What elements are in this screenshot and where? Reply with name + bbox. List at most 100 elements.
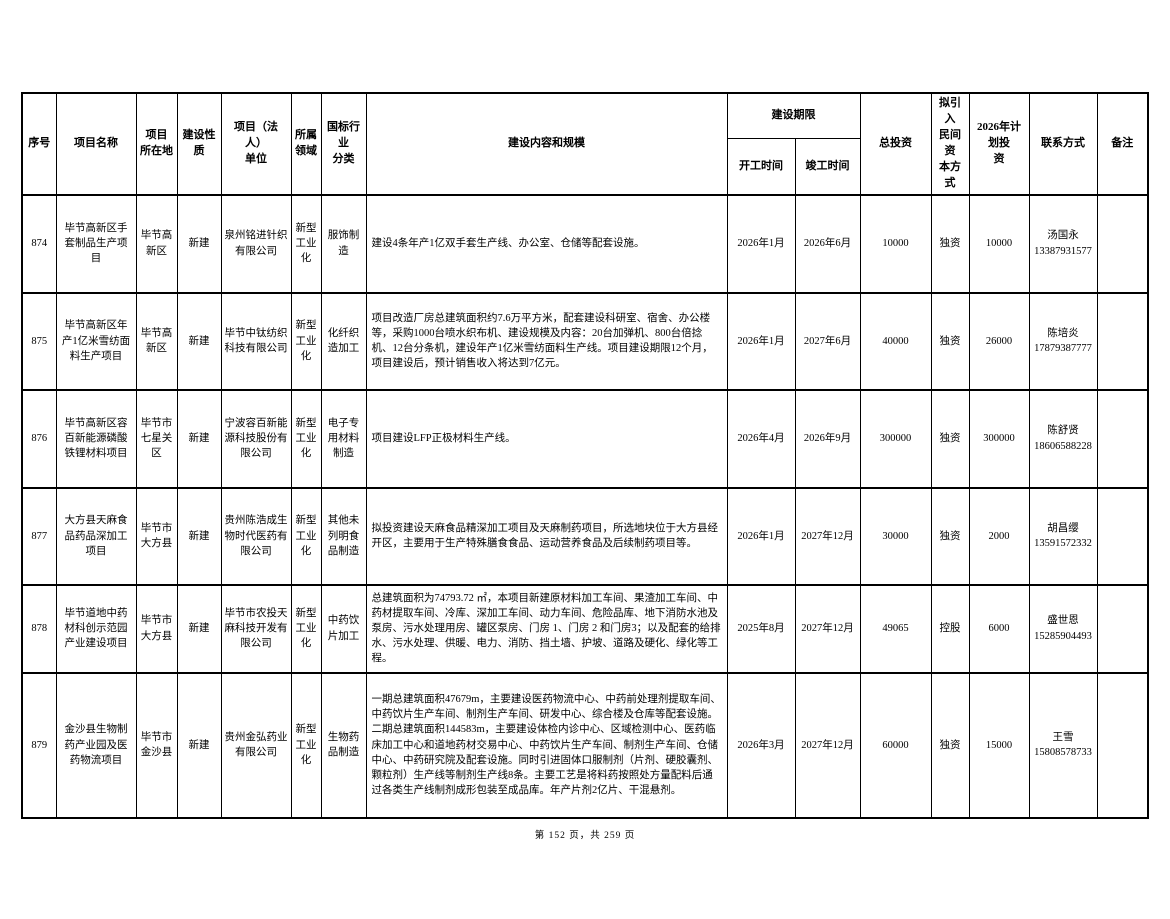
cell-investment: 30000 <box>859 486 932 586</box>
cell-end-date: 2027年6月 <box>794 291 861 391</box>
cell-start-date: 2026年1月 <box>726 291 796 391</box>
cell-capital-mode: 独资 <box>930 671 970 819</box>
cell-project-name: 金沙县生物制药产业园及医药物流项目 <box>55 671 137 819</box>
col-header-industry: 国标行业 分类 <box>320 92 367 196</box>
cell-location: 毕节市金沙县 <box>135 671 178 819</box>
cell-seq: 877 <box>21 486 57 586</box>
cell-remark <box>1096 291 1149 391</box>
cell-plan-2026: 6000 <box>968 583 1030 674</box>
cell-industry: 服饰制造 <box>320 193 367 294</box>
table-row: 878 毕节道地中药材科创示范园产业建设项目 毕节市大方县 新建 毕节市农投天麻… <box>21 583 1149 674</box>
page-footer: 第 152 页，共 259 页 <box>534 830 636 841</box>
cell-contact: 盛世恩 15285904493 <box>1028 583 1098 674</box>
cell-content: 拟投资建设天麻食品精深加工项目及天麻制药项目，所选地块位于大方县经开区，主要用于… <box>365 486 728 586</box>
cell-industry: 化纤织造加工 <box>320 291 367 391</box>
cell-contact: 汤国永 13387931577 <box>1028 193 1098 294</box>
cell-location: 毕节高新区 <box>135 193 178 294</box>
cell-nature: 新建 <box>176 486 222 586</box>
cell-seq: 876 <box>21 388 57 489</box>
table-header: 序号 项目名称 项目 所在地 建设性质 项目（法人） 单位 所属 领域 国标行业… <box>21 92 1149 196</box>
cell-remark <box>1096 388 1149 489</box>
cell-content: 项目改造厂房总建筑面积约7.6万平方米，配套建设科研室、宿舍、办公楼等，采购10… <box>365 291 728 391</box>
cell-seq: 874 <box>21 193 57 294</box>
cell-nature: 新建 <box>176 388 222 489</box>
col-header-end-date: 竣工时间 <box>794 138 861 196</box>
cell-investment: 49065 <box>859 583 932 674</box>
cell-unit: 毕节市农投天麻科技开发有限公司 <box>220 583 292 674</box>
cell-remark <box>1096 193 1149 294</box>
contact-phone: 15285904493 <box>1034 630 1092 642</box>
cell-contact: 陈培炎 17879387777 <box>1028 291 1098 391</box>
cell-end-date: 2026年6月 <box>794 193 861 294</box>
col-header-unit: 项目（法人） 单位 <box>220 92 292 196</box>
col-header-remark: 备注 <box>1096 92 1149 196</box>
cell-industry: 电子专用材料制造 <box>320 388 367 489</box>
contact-phone: 13387931577 <box>1034 245 1092 257</box>
cell-industry: 生物药品制造 <box>320 671 367 819</box>
cell-location: 毕节市大方县 <box>135 583 178 674</box>
cell-start-date: 2026年3月 <box>726 671 796 819</box>
cell-nature: 新建 <box>176 291 222 391</box>
col-header-contact: 联系方式 <box>1028 92 1098 196</box>
table-row: 877 大方县天麻食品药品深加工项目 毕节市大方县 新建 贵州陈浩成生物时代医药… <box>21 486 1149 586</box>
cell-field: 新型工业化 <box>290 671 322 819</box>
cell-location: 毕节高新区 <box>135 291 178 391</box>
table-row: 875 毕节高新区年产1亿米雪纺面料生产项目 毕节高新区 新建 毕节中钛纺织科技… <box>21 291 1149 391</box>
cell-plan-2026: 10000 <box>968 193 1030 294</box>
table-body: 874 毕节高新区手套制品生产项目 毕节高新区 新建 泉州铭进针织有限公司 新型… <box>21 193 1149 819</box>
cell-field: 新型工业化 <box>290 193 322 294</box>
cell-project-name: 大方县天麻食品药品深加工项目 <box>55 486 137 586</box>
cell-content: 总建筑面积为74793.72 ㎡，本项目新建原材料加工车间、果渣加工车间、中药材… <box>365 583 728 674</box>
projects-table: 序号 项目名称 项目 所在地 建设性质 项目（法人） 单位 所属 领域 国标行业… <box>21 92 1149 819</box>
cell-unit: 宁波容百新能源科技股份有限公司 <box>220 388 292 489</box>
contact-phone: 13591572332 <box>1034 538 1092 550</box>
cell-industry: 其他未列明食品制造 <box>320 486 367 586</box>
cell-seq: 878 <box>21 583 57 674</box>
cell-start-date: 2026年1月 <box>726 486 796 586</box>
cell-investment: 300000 <box>859 388 932 489</box>
cell-capital-mode: 独资 <box>930 291 970 391</box>
cell-field: 新型工业化 <box>290 486 322 586</box>
cell-investment: 10000 <box>859 193 932 294</box>
cell-remark <box>1096 486 1149 586</box>
cell-remark <box>1096 671 1149 819</box>
col-header-nature: 建设性质 <box>176 92 222 196</box>
cell-end-date: 2027年12月 <box>794 486 861 586</box>
cell-capital-mode: 独资 <box>930 388 970 489</box>
cell-content: 一期总建筑面积47679m，主要建设医药物流中心、中药前处理剂提取车间、中药饮片… <box>365 671 728 819</box>
cell-nature: 新建 <box>176 671 222 819</box>
cell-field: 新型工业化 <box>290 583 322 674</box>
contact-phone: 18606588228 <box>1034 440 1092 452</box>
cell-content: 项目建设LFP正极材料生产线。 <box>365 388 728 489</box>
cell-unit: 贵州金弘药业有限公司 <box>220 671 292 819</box>
cell-contact: 陈舒贤 18606588228 <box>1028 388 1098 489</box>
contact-name: 胡昌缨 <box>1047 522 1079 534</box>
cell-capital-mode: 控股 <box>930 583 970 674</box>
col-header-investment: 总投资 <box>859 92 932 196</box>
cell-plan-2026: 15000 <box>968 671 1030 819</box>
cell-end-date: 2026年9月 <box>794 388 861 489</box>
col-header-plan-2026: 2026年计划投 资 <box>968 92 1030 196</box>
cell-location: 毕节市大方县 <box>135 486 178 586</box>
cell-project-name: 毕节高新区容百新能源磷酸铁锂材料项目 <box>55 388 137 489</box>
table-row: 879 金沙县生物制药产业园及医药物流项目 毕节市金沙县 新建 贵州金弘药业有限… <box>21 671 1149 819</box>
col-header-project-name: 项目名称 <box>55 92 137 196</box>
col-header-capital-mode: 拟引入 民间资 本方式 <box>930 92 970 196</box>
cell-end-date: 2027年12月 <box>794 671 861 819</box>
col-header-period-group: 建设期限 <box>726 92 861 140</box>
header-row-1: 序号 项目名称 项目 所在地 建设性质 项目（法人） 单位 所属 领域 国标行业… <box>21 92 1149 196</box>
col-header-field: 所属 领域 <box>290 92 322 196</box>
col-header-start-date: 开工时间 <box>726 138 796 196</box>
cell-nature: 新建 <box>176 193 222 294</box>
cell-content: 建设4条年产1亿双手套生产线、办公室、仓储等配套设施。 <box>365 193 728 294</box>
cell-start-date: 2025年8月 <box>726 583 796 674</box>
cell-seq: 875 <box>21 291 57 391</box>
col-header-content: 建设内容和规模 <box>365 92 728 196</box>
cell-start-date: 2026年4月 <box>726 388 796 489</box>
cell-unit: 贵州陈浩成生物时代医药有限公司 <box>220 486 292 586</box>
contact-name: 盛世恩 <box>1047 615 1079 627</box>
contact-name: 汤国永 <box>1047 230 1079 242</box>
col-header-seq: 序号 <box>21 92 57 196</box>
cell-project-name: 毕节高新区手套制品生产项目 <box>55 193 137 294</box>
cell-project-name: 毕节道地中药材科创示范园产业建设项目 <box>55 583 137 674</box>
